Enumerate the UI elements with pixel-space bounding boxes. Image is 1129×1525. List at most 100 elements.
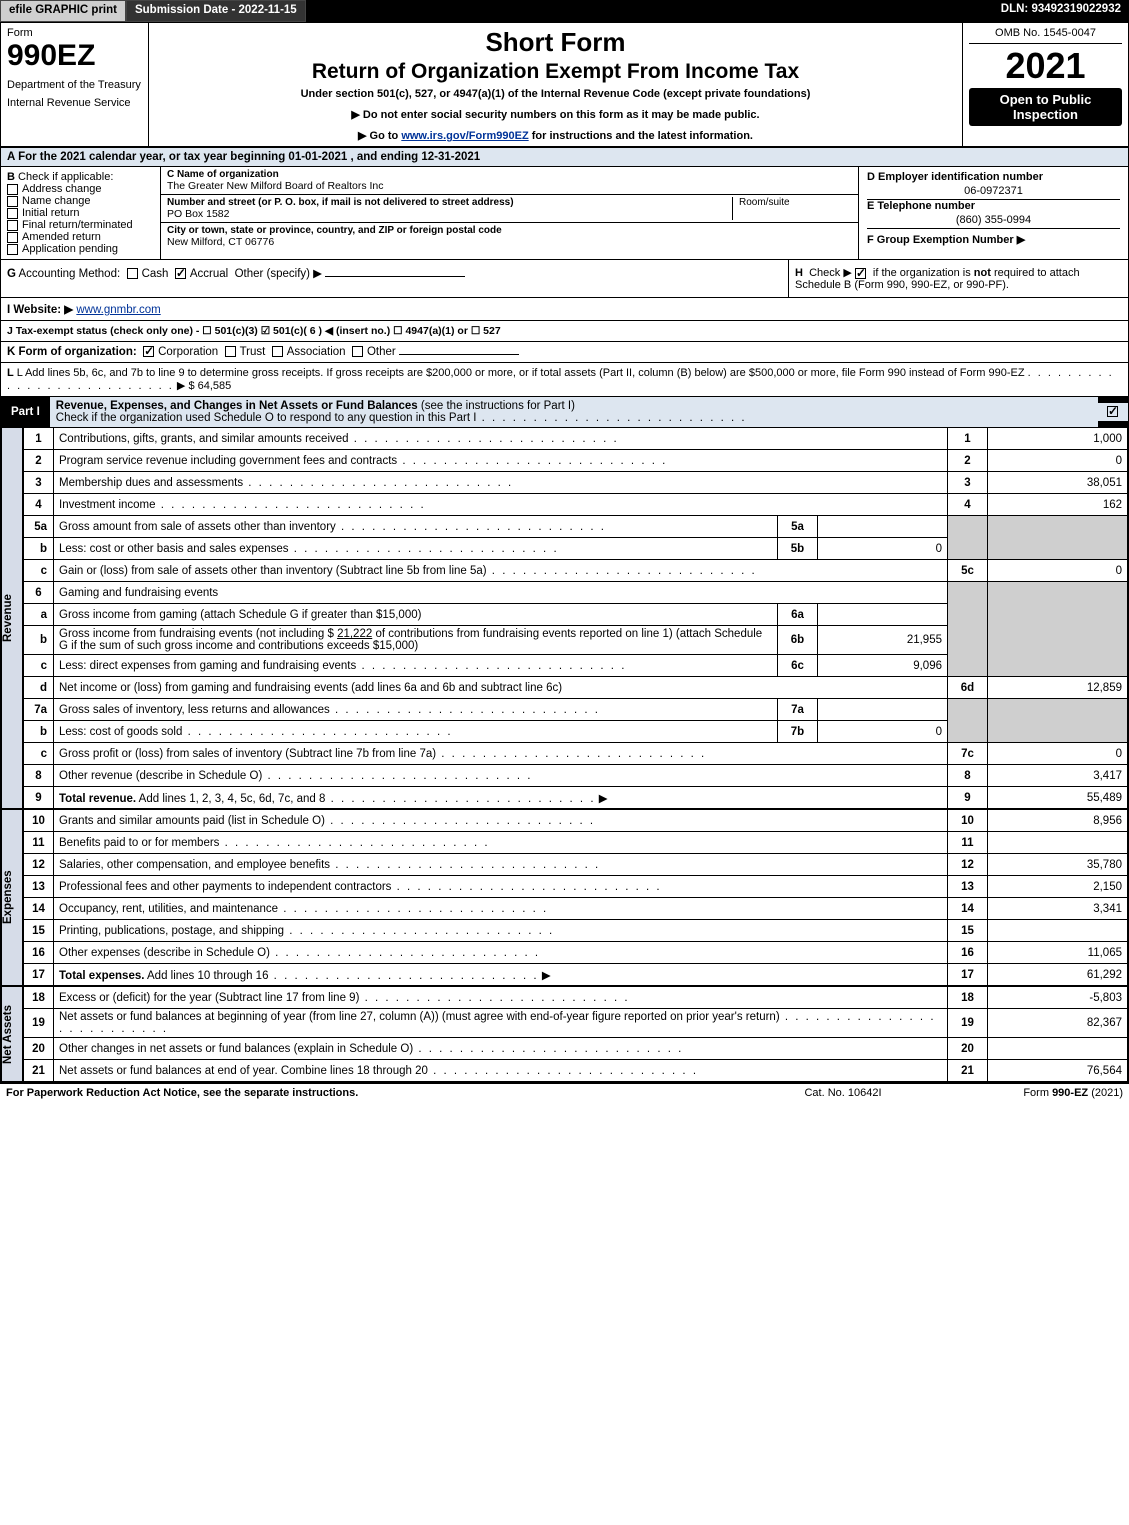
checkbox-initial-return[interactable] <box>7 208 18 219</box>
checkbox-amended-return[interactable] <box>7 232 18 243</box>
checkbox-schedule-b-not-required[interactable] <box>855 268 866 279</box>
section-j: J Tax-exempt status (check only one) - ☐… <box>1 321 1128 342</box>
line-6a-inner-val <box>818 604 948 626</box>
line-7a-inner-val <box>818 699 948 721</box>
checkbox-accrual[interactable] <box>175 268 186 279</box>
goto-line: ▶ Go to www.irs.gov/Form990EZ for instru… <box>155 129 956 142</box>
line-10-col: 10 <box>948 810 988 832</box>
form-number: 990EZ <box>7 39 142 73</box>
website-link[interactable]: www.gnmbr.com <box>76 304 160 316</box>
association-label: Association <box>287 346 346 358</box>
efile-print-button[interactable]: efile GRAPHIC print <box>0 0 126 22</box>
line-12: 12Salaries, other compensation, and empl… <box>24 854 1128 876</box>
line-10-desc: Grants and similar amounts paid (list in… <box>59 815 325 827</box>
open-inspection-badge: Open to Public Inspection <box>969 88 1122 126</box>
checkbox-name-change[interactable] <box>7 196 18 207</box>
line-17-val: 61,292 <box>988 964 1128 986</box>
line-11: 11Benefits paid to or for members11 <box>24 832 1128 854</box>
line-7a-desc: Gross sales of inventory, less returns a… <box>59 704 330 716</box>
revenue-section: Revenue 1Contributions, gifts, grants, a… <box>1 427 1128 809</box>
line-8-col: 8 <box>948 765 988 787</box>
under-section: Under section 501(c), 527, or 4947(a)(1)… <box>155 88 956 100</box>
checkbox-application-pending[interactable] <box>7 244 18 255</box>
cash-label: Cash <box>142 268 169 280</box>
checkbox-trust[interactable] <box>225 346 236 357</box>
sections-g-h: G Accounting Method: Cash Accrual Other … <box>1 260 1128 298</box>
address-value: PO Box 1582 <box>167 208 732 220</box>
line-14: 14Occupancy, rent, utilities, and mainte… <box>24 898 1128 920</box>
checkbox-final-return[interactable] <box>7 220 18 231</box>
line-21-val: 76,564 <box>988 1060 1128 1082</box>
catalog-number: Cat. No. 10642I <box>743 1087 943 1099</box>
short-form-title: Short Form <box>155 27 956 58</box>
line-5b-inner: 5b <box>778 538 818 560</box>
line-7c-val: 0 <box>988 743 1128 765</box>
sections-d-e-f: D Employer identification number 06-0972… <box>858 167 1128 259</box>
line-10: 10 Grants and similar amounts paid (list … <box>24 810 1128 832</box>
room-suite-label: Room/suite <box>732 197 852 220</box>
checkbox-association[interactable] <box>272 346 283 357</box>
dept-treasury: Department of the Treasury <box>7 79 142 91</box>
line-19: 19Net assets or fund balances at beginni… <box>24 1009 1128 1038</box>
return-title: Return of Organization Exempt From Incom… <box>155 60 956 84</box>
section-g: G Accounting Method: Cash Accrual Other … <box>1 260 788 297</box>
other-specify-input[interactable] <box>325 276 465 277</box>
line-18: 18Excess or (deficit) for the year (Subt… <box>24 987 1128 1009</box>
line-18-val: -5,803 <box>988 987 1128 1009</box>
line-17-col: 17 <box>948 964 988 986</box>
net-assets-tab: Net Assets <box>1 986 23 1082</box>
line-11-col: 11 <box>948 832 988 854</box>
line-13-col: 13 <box>948 876 988 898</box>
part-1-check-line: Check if the organization used Schedule … <box>56 412 477 424</box>
section-l: L L Add lines 5b, 6c, and 7b to line 9 t… <box>1 363 1128 397</box>
section-c-block: C Name of organization The Greater New M… <box>161 167 858 259</box>
form-version: Form 990-EZ (2021) <box>943 1087 1123 1099</box>
line-13: 13Professional fees and other payments t… <box>24 876 1128 898</box>
accrual-label: Accrual <box>190 268 228 280</box>
line-15-val <box>988 920 1128 942</box>
part-1-title-text: Revenue, Expenses, and Changes in Net As… <box>56 400 421 412</box>
page-footer: For Paperwork Reduction Act Notice, see … <box>0 1083 1129 1102</box>
section-h: H Check ▶ if the organization is not req… <box>788 260 1128 297</box>
line-7c-desc: Gross profit or (loss) from sales of inv… <box>59 748 436 760</box>
line-16-val: 11,065 <box>988 942 1128 964</box>
net-assets-table: 18Excess or (deficit) for the year (Subt… <box>23 986 1128 1082</box>
line-6d-desc: Net income or (loss) from gaming and fun… <box>59 682 562 694</box>
other-org-label: Other <box>367 346 396 358</box>
line-7c-col: 7c <box>948 743 988 765</box>
checkbox-cash[interactable] <box>127 268 138 279</box>
city-row: City or town, state or province, country… <box>161 223 858 259</box>
line-1-col: 1 <box>948 428 988 450</box>
line-6b-inner: 6b <box>778 626 818 655</box>
line-9-bold: Total revenue. <box>59 793 136 805</box>
section-a: A For the 2021 calendar year, or tax yea… <box>1 148 1128 167</box>
line-7a: 7aGross sales of inventory, less returns… <box>24 699 1128 721</box>
line-6c-inner-val: 9,096 <box>818 655 948 677</box>
line-8-val: 3,417 <box>988 765 1128 787</box>
checkbox-schedule-o[interactable] <box>1107 406 1118 417</box>
line-6b-inner-val: 21,955 <box>818 626 948 655</box>
submission-date-button[interactable]: Submission Date - 2022-11-15 <box>126 0 306 22</box>
line-15-col: 15 <box>948 920 988 942</box>
line-6: 6Gaming and fundraising events <box>24 582 1128 604</box>
line-6d-val: 12,859 <box>988 677 1128 699</box>
line-19-col: 19 <box>948 1009 988 1038</box>
form-header: Form 990EZ Department of the Treasury In… <box>1 23 1128 148</box>
checkbox-other-org[interactable] <box>352 346 363 357</box>
top-bar: efile GRAPHIC print Submission Date - 20… <box>0 0 1129 22</box>
checkbox-address-change[interactable] <box>7 184 18 195</box>
city-label: City or town, state or province, country… <box>167 225 852 236</box>
amended-return-label: Amended return <box>22 231 101 243</box>
telephone-label: E Telephone number <box>867 200 1120 212</box>
other-org-input[interactable] <box>399 354 519 355</box>
line-1: 1Contributions, gifts, grants, and simil… <box>24 428 1128 450</box>
line-3-desc: Membership dues and assessments <box>59 477 243 489</box>
checkbox-corporation[interactable] <box>143 346 154 357</box>
net-assets-section: Net Assets 18Excess or (deficit) for the… <box>1 986 1128 1082</box>
part-1-subtitle: (see the instructions for Part I) <box>421 400 575 412</box>
line-1-val: 1,000 <box>988 428 1128 450</box>
irs-link[interactable]: www.irs.gov/Form990EZ <box>401 130 528 142</box>
line-4-col: 4 <box>948 494 988 516</box>
ssn-warning: ▶ Do not enter social security numbers o… <box>155 108 956 121</box>
b-label: B <box>7 171 15 183</box>
